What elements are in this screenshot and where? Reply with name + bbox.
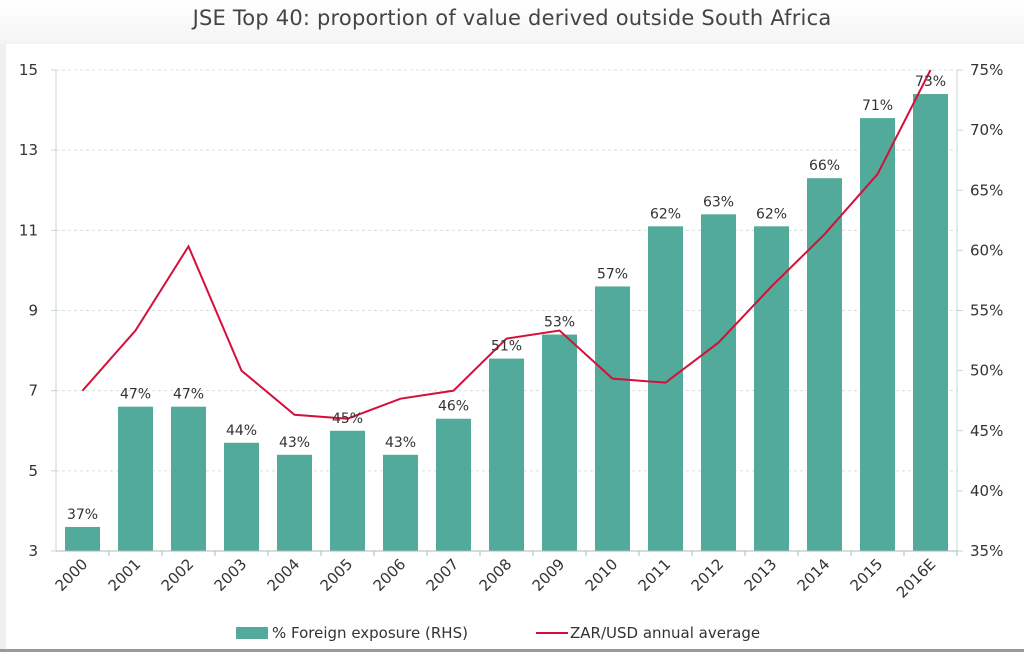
left-tick-label: 13 [19,141,38,159]
bars [65,94,948,552]
x-tick-label: 2015 [847,555,887,595]
legend-label: % Foreign exposure (RHS) [272,624,468,642]
x-tick-label: 2008 [476,555,516,595]
line-series [81,69,932,420]
gridlines [56,69,957,472]
right-tick-label: 50% [970,362,1003,380]
right-tick-label: 75% [970,61,1003,79]
bar-data-label: 47% [120,387,151,403]
bar [436,418,471,551]
bar-data-label: 62% [650,206,681,222]
x-tick-label: 2006 [370,555,410,595]
chart-title: JSE Top 40: proportion of value derived … [192,6,832,30]
legend-swatch-line [536,632,568,634]
bar [648,226,683,551]
x-tick-label: 2011 [635,555,675,595]
bar-data-label: 47% [173,387,204,403]
bar-data-label: 45% [332,411,363,427]
bar [860,118,895,551]
bar [224,442,259,551]
legend-item-zar-usd: ZAR/USD annual average [536,624,760,642]
bar-data-label: 62% [756,206,787,222]
bar-data-label: 73% [915,74,946,90]
right-tick-label: 35% [970,542,1003,560]
bar [383,454,418,551]
bar [595,286,630,551]
bar [489,358,524,551]
left-tick-label: 9 [28,302,38,320]
bar-data-label: 57% [597,266,628,282]
bar-data-label: 43% [279,435,310,451]
x-tick-label: 2007 [423,555,463,595]
bar-data-label: 71% [862,98,893,114]
x-tick-label: 2001 [105,555,145,595]
bar [65,526,100,551]
bar [913,94,948,552]
left-tick-label: 7 [28,382,38,400]
x-tick-label: 2000 [52,555,92,595]
right-tick-label: 40% [970,482,1003,500]
bar-data-label: 66% [809,158,840,174]
left-tick-label: 3 [28,542,38,560]
data-labels: 37% 47% 47% 44% 43% 45% 43% 46% 51% 53% 57% 62% 63% 6… [67,74,946,523]
x-tick-label: 2010 [582,555,622,595]
x-tick-label: 2004 [264,555,304,595]
legend-label: ZAR/USD annual average [570,624,761,642]
bar-data-label: 63% [703,194,734,210]
bar [754,226,789,551]
bar [118,406,153,551]
left-tick-label: 5 [28,462,38,480]
right-tick-label: 65% [970,181,1003,199]
bar [277,454,312,551]
x-tick-label: 2014 [794,555,834,595]
bar-data-label: 43% [385,435,416,451]
right-tick-label: 70% [970,121,1003,139]
bar [330,430,365,551]
title-bar [0,0,1024,44]
bar-data-label: 44% [226,423,257,439]
bar [701,214,736,552]
x-tick-label: 2016E [893,555,939,601]
right-tick-label: 60% [970,241,1003,259]
bar [542,334,577,551]
x-tick-label: 2002 [158,555,198,595]
frame-edge [0,649,1024,652]
right-tick-label: 55% [970,302,1003,320]
legend-swatch-bar [236,627,268,639]
bar-data-label: 51% [491,339,522,355]
x-tick-label: 2009 [529,555,569,595]
x-tick-label: 2003 [211,555,251,595]
frame-edge [0,44,6,652]
x-tick-label: 2013 [741,555,781,595]
x-tick-label: 2005 [317,555,357,595]
left-tick-label: 11 [19,221,38,239]
right-tick-label: 45% [970,422,1003,440]
x-tick-label: 2012 [688,555,728,595]
left-tick-label: 15 [19,61,38,79]
bar [807,178,842,551]
bar-data-label: 46% [438,399,469,415]
bar-data-label: 37% [67,507,98,523]
legend-item-foreign-exposure: % Foreign exposure (RHS) [236,624,468,642]
bar [171,406,206,551]
bar-data-label: 53% [544,315,575,331]
